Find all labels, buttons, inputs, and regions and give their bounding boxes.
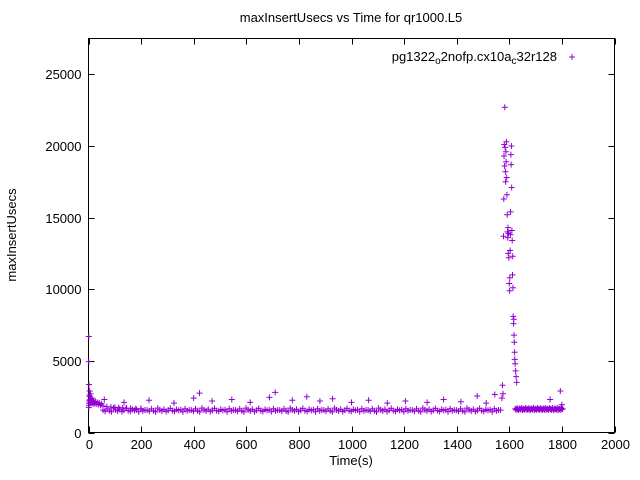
x-tick-label: 400 — [184, 437, 206, 452]
plot-border — [88, 38, 615, 433]
y-tick-label: 20000 — [45, 139, 81, 154]
tick-marks — [88, 38, 616, 434]
x-tick-label: 600 — [236, 437, 258, 452]
x-tick-label: 1200 — [390, 437, 419, 452]
x-tick-label: 0 — [86, 437, 93, 452]
x-tick-label: 1400 — [443, 437, 472, 452]
x-tick-label: 2000 — [601, 437, 630, 452]
x-tick-label: 1800 — [548, 437, 577, 452]
y-tick-label: 0 — [74, 426, 81, 441]
x-tick-label: 1600 — [495, 437, 524, 452]
chart-title: maxInsertUsecs vs Time for qr1000.L5 — [240, 10, 463, 25]
axis-tick-labels: 0 200 400 600 800 1000 1200 1400 1600 1800 2000050… — [45, 67, 630, 452]
x-axis-label: Time(s) — [329, 453, 373, 468]
data-point-markers — [85, 104, 566, 415]
y-tick-label: 5000 — [53, 354, 82, 369]
x-tick-label: 1000 — [338, 437, 367, 452]
data-points-layer — [85, 104, 566, 415]
y-tick-label: 25000 — [45, 67, 81, 82]
axis-ticks — [88, 38, 616, 434]
legend-marker-plus-icon — [569, 54, 575, 60]
y-tick-label: 15000 — [45, 211, 81, 226]
x-tick-label: 200 — [131, 437, 153, 452]
y-axis-label: maxInsertUsecs — [4, 188, 19, 282]
legend-label: pg1322o2nofp.cx10ac32r128 — [392, 49, 557, 67]
x-tick-label: 800 — [289, 437, 311, 452]
y-tick-label: 10000 — [45, 282, 81, 297]
